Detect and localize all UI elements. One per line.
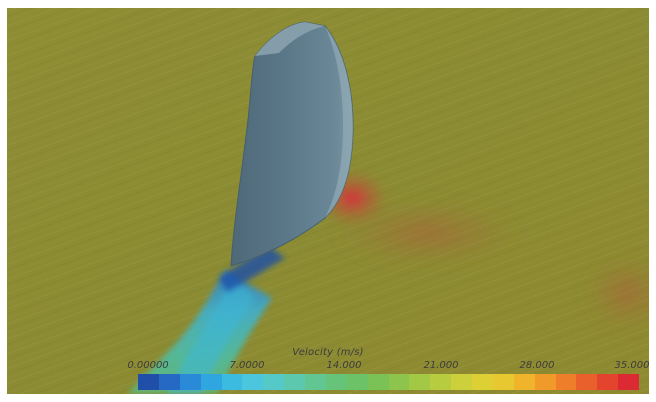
colorbar-cell — [138, 374, 159, 390]
colorbar-cell — [492, 374, 514, 390]
colorbar-cell — [305, 374, 326, 390]
colorbar-tick-label: 35.000 — [614, 360, 650, 371]
colorbar-tick-label: 21.000 — [423, 360, 459, 371]
colorbar-title: Velocity (m/s) — [292, 347, 364, 358]
low-velocity-core — [219, 246, 285, 292]
visualization-frame: Velocity (m/s) 0.00000 7.0000 14.000 21.… — [7, 8, 649, 394]
flow-field-render — [7, 8, 649, 394]
colorbar-cell — [430, 374, 452, 390]
colorbar-cell — [388, 374, 410, 390]
colorbar-tick-label: 28.000 — [519, 360, 555, 371]
colorbar-cell — [284, 374, 305, 390]
colorbar-cell — [409, 374, 431, 390]
colorbar-tick-label: 0.00000 — [127, 360, 169, 371]
colorbar-cell — [200, 374, 222, 390]
colorbar-cell — [597, 374, 619, 390]
colorbar-cell — [367, 374, 389, 390]
velocity-colorbar — [138, 374, 639, 390]
colorbar-tick-label: 14.000 — [326, 360, 362, 371]
colorbar-cell — [555, 374, 577, 390]
colorbar-cell — [263, 374, 285, 390]
colorbar-tick-label: 7.0000 — [229, 360, 265, 371]
colorbar-cell — [534, 374, 556, 390]
colorbar-cell — [242, 374, 264, 390]
pressure-wake-region-far — [582, 253, 649, 333]
colorbar-cell — [451, 374, 472, 390]
colorbar-cell — [513, 374, 535, 390]
colorbar-cell — [618, 374, 639, 390]
colorbar-cell — [221, 374, 243, 390]
colorbar-cell — [325, 374, 347, 390]
colorbar-cell — [158, 374, 180, 390]
colorbar-cell — [179, 374, 201, 390]
colorbar-cell — [346, 374, 368, 390]
colorbar-cell — [472, 374, 493, 390]
colorbar-cell — [576, 374, 598, 390]
